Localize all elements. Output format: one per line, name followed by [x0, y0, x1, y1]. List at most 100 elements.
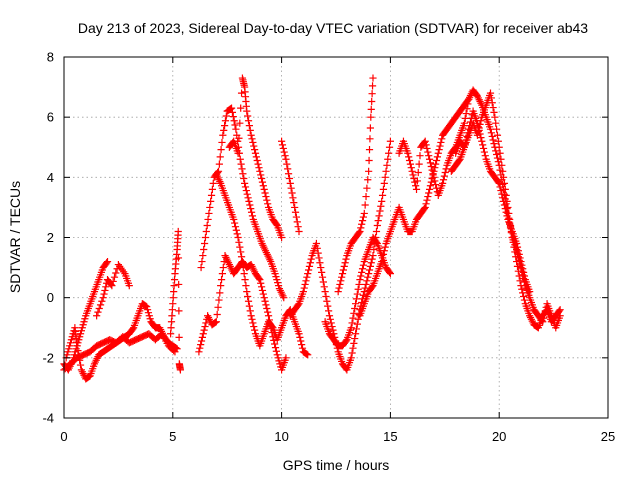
data-point [63, 351, 71, 359]
data-point [422, 141, 430, 149]
data-point [424, 192, 432, 201]
data-point [246, 126, 254, 135]
data-point [539, 314, 548, 322]
data-point [493, 131, 502, 139]
data-point [66, 342, 74, 350]
data-point [275, 357, 283, 365]
data-point [464, 100, 472, 108]
data-point [144, 309, 153, 317]
data-point [218, 270, 227, 278]
data-point [244, 292, 252, 301]
data-point [145, 312, 153, 320]
series-track-d [93, 260, 133, 320]
data-point [250, 322, 258, 331]
data-point [197, 340, 205, 349]
data-point [441, 168, 449, 177]
data-point [355, 229, 363, 237]
data-point [317, 263, 325, 272]
data-point [251, 326, 259, 334]
data-point [385, 149, 393, 157]
data-point [256, 167, 264, 175]
data-point [351, 304, 359, 313]
data-point [287, 184, 295, 192]
data-point [85, 372, 93, 381]
data-point [368, 82, 377, 90]
data-point [198, 333, 206, 341]
data-point [272, 347, 280, 355]
x-tick-label: 15 [383, 429, 397, 444]
y-tick-label: -2 [42, 350, 54, 365]
data-point [352, 325, 361, 333]
data-point [473, 119, 482, 127]
data-point [368, 283, 376, 291]
data-point [499, 173, 508, 181]
data-point [175, 307, 183, 315]
data-point [355, 310, 363, 319]
data-point [201, 233, 210, 242]
data-point [420, 205, 428, 213]
data-point [513, 243, 522, 251]
y-tick-label: -4 [42, 411, 54, 426]
data-point [432, 160, 440, 168]
data-point [433, 153, 442, 161]
series-track-c [60, 330, 179, 374]
data-point [301, 280, 309, 289]
data-point [214, 303, 222, 311]
x-tick-label: 10 [274, 429, 288, 444]
data-point [306, 259, 314, 267]
data-point [102, 283, 110, 291]
data-point [365, 270, 373, 278]
data-point [493, 154, 502, 162]
data-point [414, 168, 422, 177]
data-point [247, 312, 255, 320]
data-point [352, 295, 361, 303]
data-point [93, 312, 101, 320]
data-point [208, 185, 217, 193]
data-point [249, 138, 257, 147]
data-point [197, 337, 206, 345]
data-point [409, 171, 417, 179]
data-point [365, 156, 373, 165]
data-point [435, 146, 443, 154]
data-point [168, 306, 176, 314]
data-point [358, 268, 366, 276]
data-point [259, 290, 267, 298]
data-point [325, 307, 333, 315]
data-point [423, 196, 431, 204]
data-point [342, 337, 350, 345]
data-point [74, 339, 82, 347]
data-point [241, 183, 250, 191]
data-point [351, 330, 360, 338]
data-point [386, 270, 394, 278]
chart-title: Day 213 of 2023, Sidereal Day-to-day VTE… [78, 20, 588, 36]
data-point [363, 184, 371, 192]
data-point [462, 109, 470, 118]
data-point [326, 315, 334, 323]
data-point [428, 166, 436, 174]
data-point [237, 104, 245, 112]
data-point [480, 148, 489, 156]
series-track-k [286, 137, 394, 374]
data-point [426, 159, 435, 167]
data-point [340, 262, 348, 270]
data-point [167, 324, 175, 332]
data-point [112, 269, 120, 277]
data-point [237, 160, 245, 168]
data-point [351, 300, 360, 308]
data-point [70, 327, 78, 335]
data-point [81, 315, 89, 323]
data-point [359, 261, 368, 269]
data-point [79, 321, 87, 329]
data-point [80, 318, 88, 326]
data-point [291, 203, 299, 212]
data-point [263, 304, 271, 313]
data-point [298, 340, 306, 349]
data-point [432, 156, 441, 165]
data-point [334, 288, 342, 296]
data-point [314, 249, 322, 257]
data-point [175, 333, 183, 341]
data-point [284, 170, 293, 178]
data-point [338, 270, 347, 278]
data-point [499, 167, 507, 175]
data-point [283, 160, 291, 168]
